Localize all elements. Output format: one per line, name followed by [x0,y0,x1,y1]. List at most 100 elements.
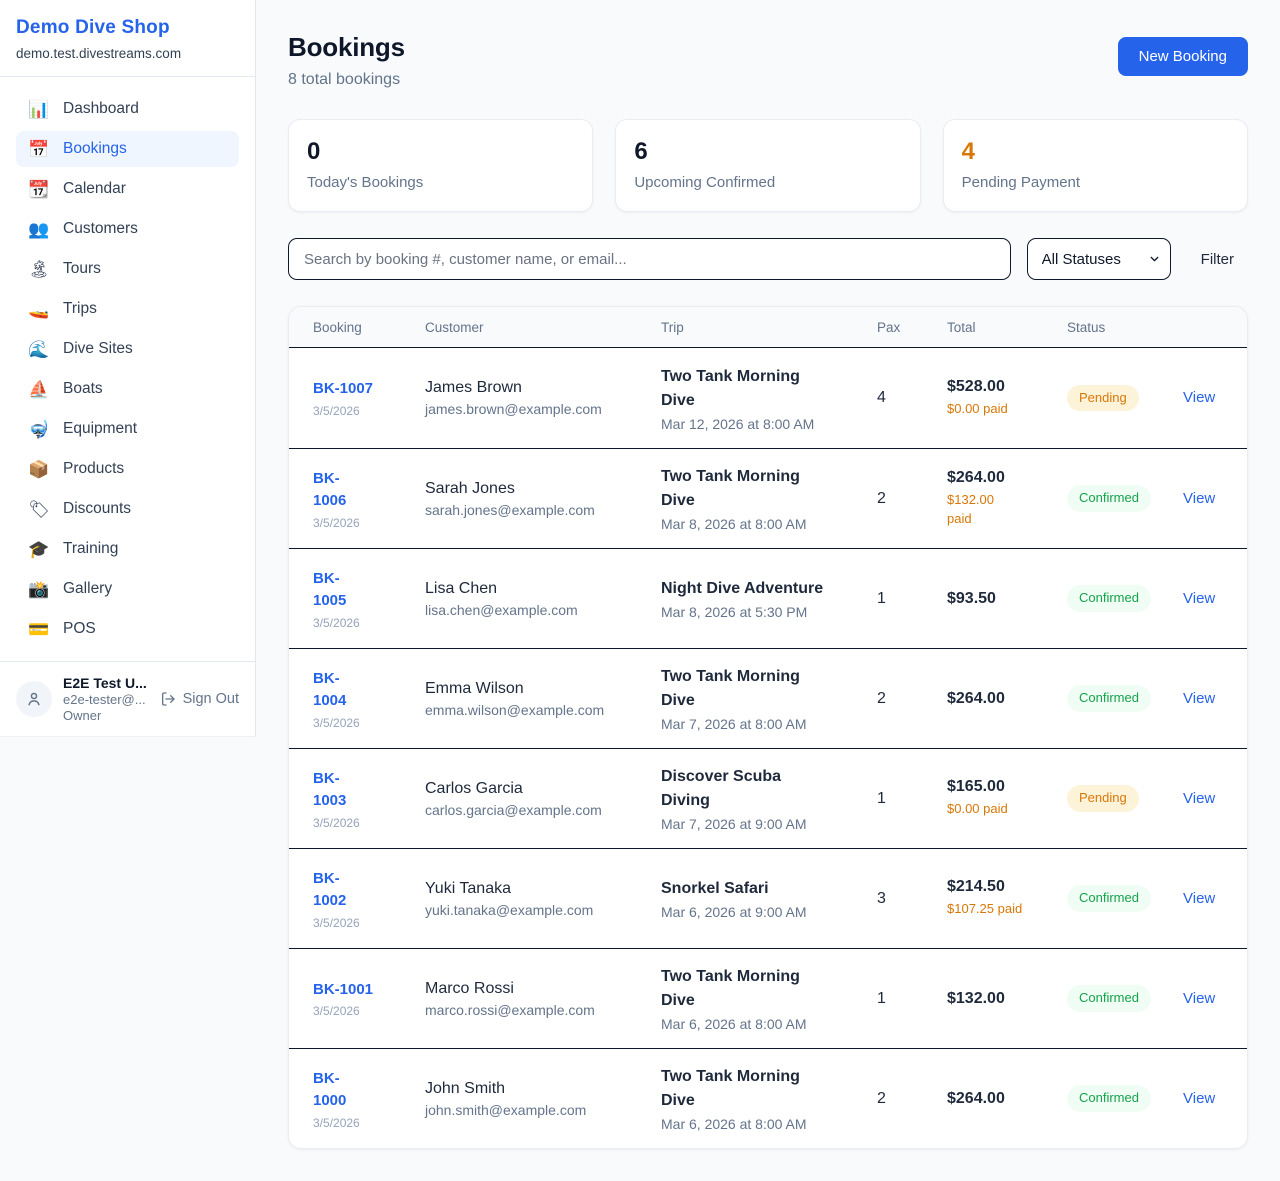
trip-name: Two Tank Morning Dive [661,468,800,509]
total-amount: $93.50 [947,589,996,607]
view-link[interactable]: View [1183,989,1216,1007]
view-link[interactable]: View [1183,789,1216,807]
booking-id-link[interactable]: BK-1006 [313,469,347,510]
new-booking-button[interactable]: New Booking [1117,37,1248,76]
sidebar-item-products[interactable]: 📦 Products [16,451,239,487]
equipment-icon: 🤿 [28,419,50,439]
booking-id-link[interactable]: BK-1000 [313,1069,347,1110]
calendar-icon: 📆 [28,179,50,199]
trip-name: Two Tank Morning Dive [661,1068,800,1109]
paid-amount: $107.25 paid [947,901,1023,917]
user-email: e2e-tester@... [63,692,146,707]
user-name: E2E Test U... [63,675,147,691]
trip-datetime: Mar 8, 2026 at 5:30 PM [661,604,808,620]
view-link[interactable]: View [1183,589,1216,607]
customer-cell: Lisa Chen lisa.chen@example.com [425,580,661,618]
stat-card-pending-payment: 4 Pending Payment [942,119,1248,212]
avatar [16,681,52,717]
total-amount: $132.00 [947,989,1005,1007]
total-cell: $93.50 [947,590,1067,608]
view-link[interactable]: View [1183,889,1216,907]
sidebar-item-label: Calendar [63,180,126,197]
customer-name: Carlos Garcia [425,779,523,797]
view-link[interactable]: View [1183,489,1216,507]
booking-id-link[interactable]: BK-1004 [313,669,347,710]
table-header-row: Booking Customer Trip Pax Total Status [289,307,1247,348]
stat-label: Pending Payment [961,174,1081,191]
sign-out-button[interactable]: Sign Out [160,689,239,709]
sidebar-item-customers[interactable]: 👥 Customers [16,211,239,247]
stat-value: 6 [634,138,648,165]
status-badge: Confirmed [1067,485,1151,512]
customer-cell: Yuki Tanaka yuki.tanaka@example.com [425,880,661,918]
total-amount: $264.00 [947,468,1005,486]
paid-amount: $0.00 paid [947,400,1008,416]
filter-button[interactable]: Filter [1187,243,1248,276]
trip-name: Discover Scuba Diving [661,768,782,809]
booking-id-link[interactable]: BK-1002 [313,869,347,910]
sidebar-item-tours[interactable]: 🏝 Tours [16,251,239,287]
sidebar-item-calendar[interactable]: 📆 Calendar [16,171,239,207]
customers-icon: 👥 [28,219,50,239]
search-input[interactable] [288,238,1011,280]
paid-amount: $132.00 paid [947,491,994,526]
customer-email: yuki.tanaka@example.com [425,901,594,918]
table-row: BK-1006 3/5/2026 Sarah Jones sarah.jones@ex… [289,448,1247,548]
sidebar-item-label: Products [63,460,125,477]
status-cell: Pending [1067,785,1183,812]
sidebar-item-training[interactable]: 🎓 Training [16,531,239,567]
total-cell: $214.50 $107.25 paid [947,878,1067,919]
paid-amount: $0.00 paid [947,801,1008,817]
sidebar-item-gallery[interactable]: 📸 Gallery [16,571,239,607]
sidebar-item-bookings[interactable]: 📅 Bookings [16,131,239,167]
booking-id-link[interactable]: BK-1005 [313,569,347,610]
view-cell: View [1183,490,1223,508]
customer-cell: Marco Rossi marco.rossi@example.com [425,980,661,1018]
sidebar-item-equipment[interactable]: 🤿 Equipment [16,411,239,447]
customer-email: sarah.jones@example.com [425,501,595,518]
column-header-trip: Trip [661,319,684,335]
main-content: Bookings 8 total bookings New Booking 0 T… [256,0,1280,1181]
pos-icon: 💳 [28,619,50,639]
column-header-status: Status [1067,319,1106,335]
sidebar-item-label: Customers [63,220,138,237]
sidebar-item-dive-sites[interactable]: 🌊 Dive Sites [16,331,239,367]
total-cell: $264.00 $132.00 paid [947,469,1067,529]
sidebar-item-label: Tours [63,260,101,277]
total-amount: $165.00 [947,778,1005,796]
total-cell: $165.00 $0.00 paid [947,778,1067,819]
sidebar-item-pos[interactable]: 💳 POS [16,611,239,647]
stat-label: Today's Bookings [307,174,424,191]
column-header-pax: Pax [877,319,901,335]
user-section: E2E Test U... e2e-tester@... Owner Sign … [0,661,255,736]
status-select[interactable]: All Statuses [1026,238,1171,280]
total-cell: $132.00 [947,990,1067,1008]
table-row: BK-1007 3/5/2026 James Brown james.brown@ex… [289,348,1247,448]
view-link[interactable]: View [1183,389,1216,406]
sidebar-nav: 📊 Dashboard 📅 Bookings 📆 Calendar 👥 Customers 🏝 T… [0,77,255,661]
trips-icon: 🚤 [28,299,50,319]
sidebar-item-boats[interactable]: ⛵ Boats [16,371,239,407]
stat-card-upcoming-confirmed: 6 Upcoming Confirmed [615,119,921,212]
trip-datetime: Mar 8, 2026 at 8:00 AM [661,516,807,532]
status-cell: Confirmed [1067,685,1183,712]
pax-count: 1 [877,989,886,1007]
booking-id-link[interactable]: BK-1001 [313,980,374,998]
sidebar-item-discounts[interactable]: 🏷 Discounts [16,491,239,527]
stat-cards: 0 Today's Bookings 6 Upcoming Confirmed 4 Pen… [288,119,1248,212]
trip-datetime: Mar 6, 2026 at 9:00 AM [661,904,807,920]
products-icon: 📦 [28,459,50,479]
sidebar-item-trips[interactable]: 🚤 Trips [16,291,239,327]
trip-datetime: Mar 6, 2026 at 8:00 AM [661,1116,807,1132]
sidebar-item-dashboard[interactable]: 📊 Dashboard [16,91,239,127]
table-row: BK-1002 3/5/2026 Yuki Tanaka yuki.tanaka@ex… [289,848,1247,948]
booking-id-link[interactable]: BK-1003 [313,769,347,810]
pax-count: 1 [877,589,886,607]
trip-cell: Snorkel Safari Mar 6, 2026 at 9:00 AM [661,877,877,920]
booking-id-link[interactable]: BK-1007 [313,380,374,398]
view-link[interactable]: View [1183,1089,1216,1107]
sidebar-item-label: Dashboard [63,100,139,117]
customer-email: emma.wilson@example.com [425,701,605,718]
view-link[interactable]: View [1183,689,1216,707]
